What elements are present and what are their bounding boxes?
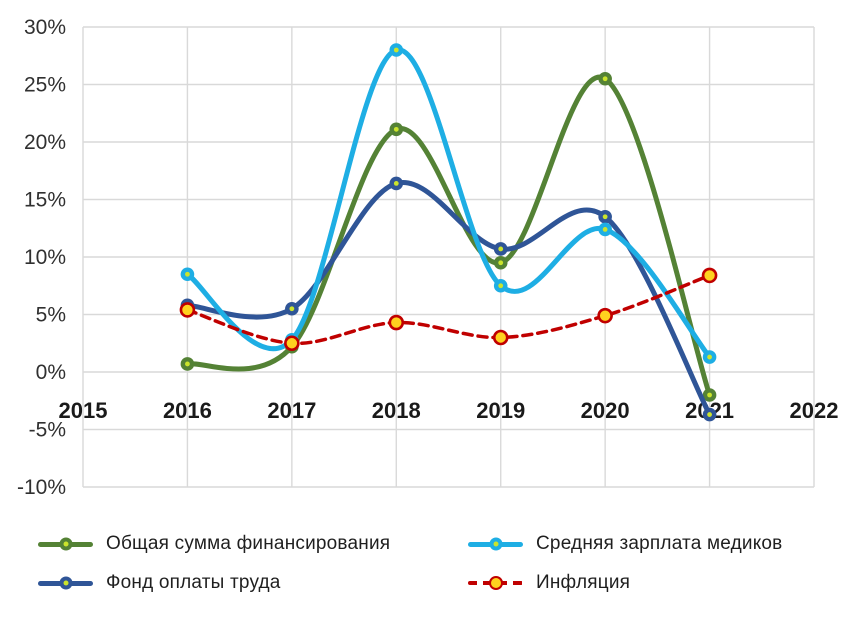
data-point-marker-dot — [393, 47, 399, 53]
data-point-marker — [284, 335, 300, 352]
chart-legend: Общая сумма финансирования Средняя зарпл… — [38, 524, 840, 602]
x-axis-tick-label: 2015 — [59, 398, 108, 423]
y-axis-tick-label: -10% — [17, 476, 66, 499]
y-axis-tick-label: 5% — [36, 304, 66, 327]
x-axis-tick-label: 2018 — [372, 398, 421, 423]
legend-label: Фонд оплаты труда — [106, 571, 281, 593]
data-point-marker — [597, 307, 613, 324]
data-point-marker-dot — [602, 214, 608, 220]
line-marker-icon — [38, 537, 93, 551]
x-axis-tick-label: 2022 — [790, 398, 839, 423]
data-point-marker-dot — [185, 361, 190, 367]
y-axis-tick-label: 15% — [24, 189, 66, 212]
y-axis-tick-label: 30% — [24, 16, 66, 39]
x-axis-tick-label: 2020 — [581, 398, 630, 423]
legend-item-average-salary: Средняя зарплата медиков — [468, 533, 840, 555]
data-point-marker-dot — [707, 412, 712, 417]
data-point-marker-dot — [707, 354, 712, 360]
chart-canvas: -10% -5% 0% 5% 10% 15% 20% 25% 30% 2015 2016 2017 20… — [17, 16, 839, 499]
x-axis-tick-label: 2017 — [267, 398, 316, 423]
y-axis-tick-label: 25% — [24, 74, 66, 97]
x-axis-tick-label: 2016 — [163, 398, 212, 423]
data-point-marker-dot — [185, 271, 190, 277]
line-marker-icon — [38, 576, 93, 590]
data-point-marker-dot — [498, 260, 504, 266]
data-point-marker — [492, 329, 509, 346]
data-point-marker-dot — [602, 76, 608, 82]
data-point-marker-dot — [707, 392, 712, 398]
series-line — [184, 179, 713, 418]
data-point-marker-dot — [289, 306, 295, 312]
legend-label: Общая сумма финансирования — [106, 532, 391, 554]
line-marker-icon — [468, 537, 523, 551]
line-marker-icon — [468, 575, 523, 590]
data-point-marker — [701, 267, 718, 284]
y-axis-tick-label: -5% — [29, 419, 66, 442]
line-chart: -10% -5% 0% 5% 10% 15% 20% 25% 30% 2015 2016 2017 20… — [17, 16, 839, 499]
legend-label: Средняя зарплата медиков — [536, 532, 783, 554]
legend-item-total-financing: Общая сумма финансирования — [38, 533, 468, 555]
y-axis-tick-label: 10% — [24, 246, 66, 269]
legend-item-inflation: Инфляция — [468, 572, 840, 594]
data-point-marker — [179, 302, 196, 318]
y-axis-tick-label: 0% — [36, 361, 66, 384]
series-line — [185, 273, 712, 346]
data-point-marker-dot — [602, 227, 608, 232]
x-axis-tick-label: 2019 — [476, 398, 525, 423]
data-point-marker-dot — [393, 181, 399, 186]
legend-item-payroll-fund: Фонд оплаты труда — [38, 572, 468, 594]
legend-label: Инфляция — [536, 571, 631, 593]
y-axis-tick-label: 20% — [24, 131, 66, 154]
series-line — [184, 47, 713, 360]
data-point-marker-dot — [393, 126, 399, 132]
data-point-marker-dot — [498, 246, 504, 252]
data-point-marker — [388, 314, 405, 331]
data-point-marker-dot — [498, 283, 504, 289]
